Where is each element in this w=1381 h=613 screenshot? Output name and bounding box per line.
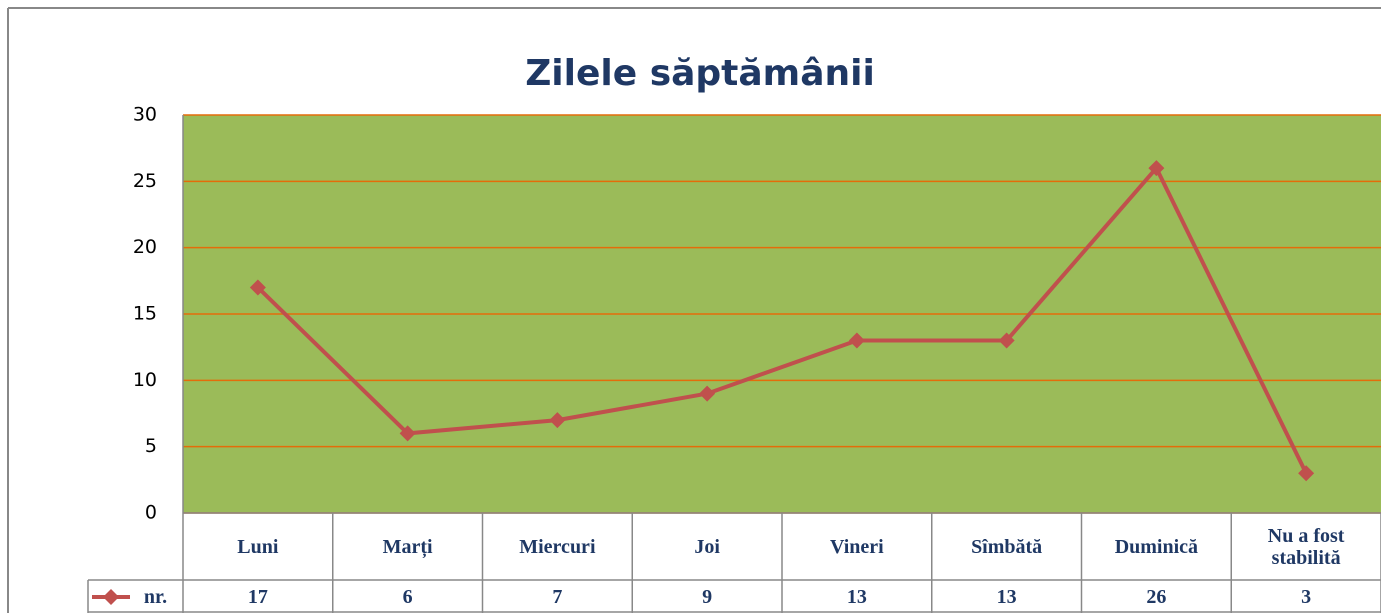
legend-label: nr. — [143, 585, 168, 608]
table-value: 3 — [1301, 585, 1312, 608]
x-tick-label: Joi — [694, 535, 720, 558]
series-line — [256, 164, 1308, 475]
y-tick-label: 15 — [133, 303, 157, 325]
point-marker — [399, 425, 416, 442]
point-marker — [848, 332, 865, 349]
point-marker — [699, 385, 716, 402]
legend-marker — [103, 589, 119, 605]
table-value: 6 — [402, 585, 413, 608]
y-tick-label: 20 — [133, 236, 157, 258]
x-tick-label: Miercuri — [519, 535, 596, 558]
x-tick-label: Nu a fost stabilită — [1267, 524, 1345, 569]
table-value: 7 — [552, 585, 563, 608]
x-tick-label: Sîmbătă — [971, 535, 1043, 558]
y-tick-label: 10 — [133, 369, 157, 391]
x-tick-label: Marți — [382, 535, 433, 558]
point-marker — [549, 412, 566, 429]
table-value: 26 — [1146, 585, 1167, 608]
y-tick-label: 25 — [133, 170, 157, 192]
x-tick-label: Duminică — [1114, 535, 1199, 558]
point-marker — [1298, 465, 1315, 482]
y-tick-label: 30 — [133, 104, 157, 126]
table-value: 9 — [702, 585, 713, 608]
point-marker — [1148, 160, 1165, 177]
chart-title: Zilele săptămânii — [525, 53, 875, 94]
x-tick-label: Vineri — [830, 535, 884, 558]
x-tick-label: Luni — [237, 535, 279, 558]
y-tick-label: 5 — [145, 435, 157, 457]
point-marker — [998, 332, 1015, 349]
table-value: 17 — [247, 585, 268, 608]
point-marker — [249, 279, 266, 296]
y-tick-label: 0 — [145, 502, 157, 524]
table-value: 13 — [996, 585, 1017, 608]
table-value: 13 — [846, 585, 867, 608]
